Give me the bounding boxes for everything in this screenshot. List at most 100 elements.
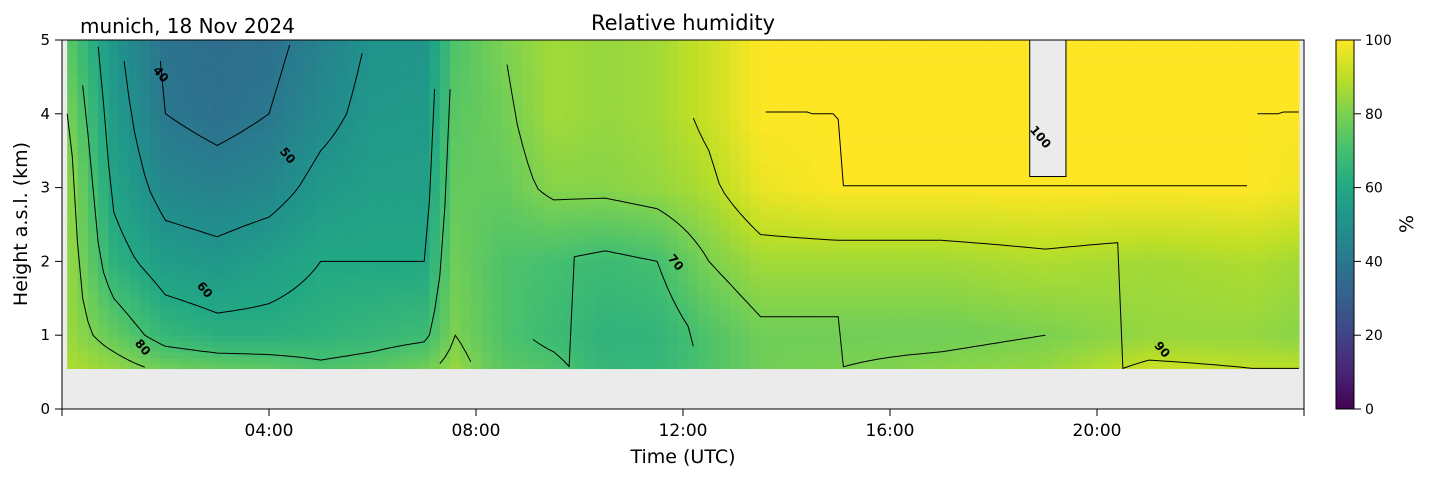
humidity-cell — [398, 257, 410, 264]
humidity-cell — [439, 235, 451, 242]
humidity-cell — [822, 124, 834, 132]
humidity-cell — [377, 218, 389, 226]
humidity-cell — [481, 130, 493, 137]
humidity-cell — [139, 285, 151, 292]
humidity-cell — [336, 180, 348, 187]
humidity-cell — [574, 108, 586, 115]
humidity-cell — [750, 263, 762, 270]
humidity-cell — [719, 230, 731, 237]
humidity-cell — [864, 63, 876, 71]
humidity-cell — [336, 185, 348, 192]
humidity-cell — [822, 58, 834, 65]
humidity-cell — [501, 91, 513, 98]
humidity-cell — [719, 318, 731, 325]
humidity-cell — [450, 230, 462, 237]
humidity-cell — [108, 130, 120, 137]
humidity-cell — [294, 180, 306, 187]
humidity-cell — [729, 191, 741, 198]
humidity-cell — [243, 313, 255, 320]
humidity-cell — [657, 362, 669, 370]
humidity-cell — [77, 185, 89, 192]
humidity-cell — [874, 91, 886, 98]
humidity-cell — [708, 108, 720, 115]
humidity-cell — [450, 174, 462, 181]
humidity-cell — [595, 263, 606, 270]
humidity-cell — [729, 141, 741, 148]
humidity-cell — [791, 296, 803, 303]
humidity-cell — [781, 218, 793, 226]
humidity-cell — [822, 246, 834, 253]
humidity-cell — [853, 185, 865, 192]
humidity-cell — [864, 313, 876, 320]
humidity-cell — [708, 335, 720, 342]
humidity-cell — [615, 246, 627, 253]
humidity-cell — [770, 290, 782, 298]
humidity-cell — [802, 313, 813, 320]
humidity-cell — [274, 108, 286, 115]
humidity-cell — [222, 335, 234, 342]
humidity-cell — [698, 185, 710, 192]
humidity-cell — [739, 130, 751, 137]
humidity-cell — [253, 274, 265, 281]
humidity-cell — [460, 296, 472, 303]
humidity-cell — [584, 335, 596, 342]
humidity-cell — [367, 40, 379, 43]
humidity-cell — [915, 346, 927, 353]
humidity-cell — [791, 246, 803, 253]
humidity-cell — [336, 213, 348, 220]
humidity-cell — [149, 301, 161, 309]
humidity-cell — [284, 80, 296, 87]
humidity-cell — [750, 191, 762, 198]
humidity-cell — [895, 63, 907, 71]
humidity-cell — [905, 235, 917, 242]
humidity-cell — [615, 47, 627, 54]
humidity-cell — [729, 158, 741, 165]
humidity-cell — [253, 235, 265, 242]
humidity-cell — [626, 63, 638, 71]
humidity-cell — [336, 268, 348, 275]
humidity-cell — [791, 218, 803, 226]
humidity-cell — [470, 263, 482, 270]
humidity-cell — [532, 191, 544, 198]
humidity-cell — [201, 58, 213, 65]
humidity-cell — [212, 174, 224, 181]
humidity-cell — [212, 307, 224, 314]
humidity-cell — [170, 241, 182, 248]
humidity-cell — [719, 263, 731, 270]
humidity-cell — [253, 218, 265, 226]
humidity-cell — [460, 119, 472, 126]
humidity-cell — [646, 235, 658, 242]
humidity-cell — [853, 196, 865, 203]
humidity-cell — [553, 296, 565, 303]
humidity-cell — [605, 202, 617, 209]
humidity-cell — [274, 119, 286, 126]
humidity-cell — [646, 102, 658, 109]
humidity-cell — [67, 174, 79, 181]
humidity-cell — [398, 75, 410, 82]
humidity-cell — [926, 357, 938, 364]
humidity-cell — [491, 130, 503, 137]
humidity-cell — [429, 362, 441, 370]
humidity-cell — [263, 241, 275, 248]
humidity-cell — [822, 63, 834, 71]
humidity-cell — [822, 196, 834, 203]
humidity-cell — [708, 235, 720, 242]
humidity-cell — [377, 318, 389, 325]
humidity-cell — [212, 52, 224, 60]
humidity-cell — [129, 113, 141, 120]
humidity-cell — [615, 202, 627, 209]
humidity-cell — [781, 268, 793, 275]
humidity-cell — [77, 213, 89, 220]
humidity-cell — [688, 301, 700, 309]
humidity-cell — [149, 113, 161, 120]
humidity-cell — [284, 318, 296, 325]
humidity-cell — [388, 80, 399, 87]
humidity-cell — [615, 80, 627, 87]
humidity-cell — [118, 235, 130, 242]
humidity-cell — [791, 279, 803, 286]
humidity-cell — [822, 235, 834, 242]
humidity-cell — [87, 174, 99, 181]
humidity-cell — [667, 257, 679, 264]
humidity-cell — [822, 40, 834, 43]
humidity-cell — [657, 241, 669, 248]
